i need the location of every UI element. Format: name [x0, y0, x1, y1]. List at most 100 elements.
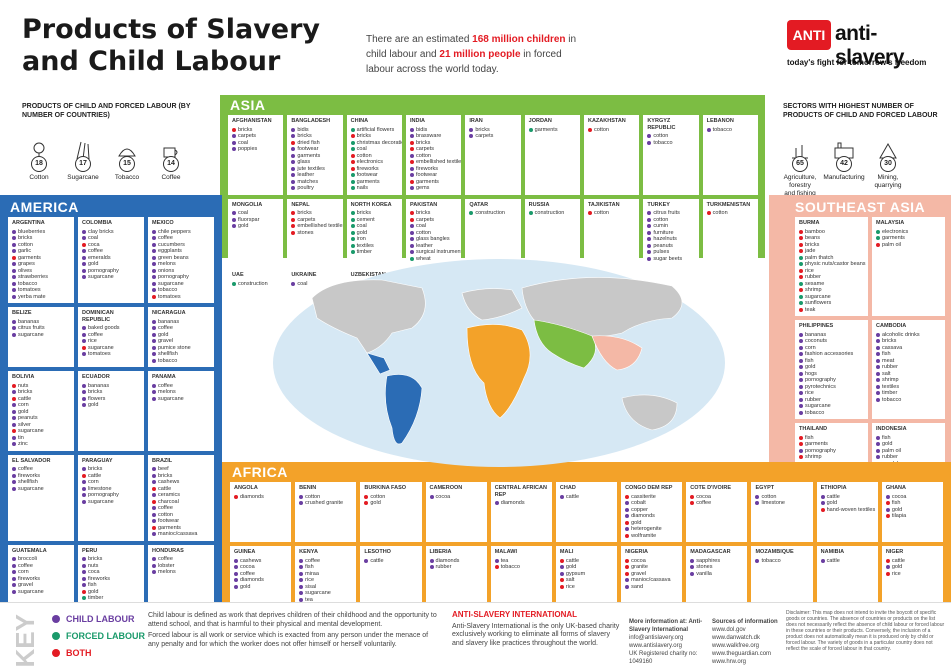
product-label: furniture: [653, 229, 674, 236]
product-item: tea: [494, 558, 548, 565]
product-item: shrimp: [799, 454, 864, 461]
child-labour-dot: [409, 237, 414, 242]
country-name: Malaysia: [876, 220, 905, 226]
child-labour-dot: [647, 211, 652, 216]
child-labour-dot: [799, 397, 803, 402]
child-labour-dot: [12, 326, 16, 331]
more-line-web[interactable]: www.antislavery.org: [629, 643, 682, 649]
product-label: clay bricks: [88, 228, 114, 235]
product-item: coal: [350, 146, 398, 153]
product-label: garments: [882, 235, 905, 241]
country-name: Afghanistan: [232, 118, 272, 124]
product-label: eggplants: [158, 248, 182, 254]
more-line-email[interactable]: info@antislavery.org: [629, 635, 684, 641]
child-labour-dot: [299, 501, 304, 506]
product-label: melons: [158, 569, 176, 575]
country-name: Chad: [559, 485, 576, 491]
country-card: Ethiopia cattle gold hand-woven textiles: [816, 482, 878, 542]
key-forced-labour: FORCED LABOUR: [52, 631, 145, 641]
product-item: yerba mate: [12, 294, 70, 301]
product-item: diamonds: [494, 500, 548, 507]
product-label: carpets: [415, 216, 435, 223]
country-name: Paraguay: [82, 457, 113, 464]
product-item: jade: [799, 248, 864, 255]
intro-text: There are an estimated 168 million child…: [366, 32, 591, 77]
child-labour-dot: [82, 262, 86, 267]
child-labour-dot: [152, 480, 156, 485]
sectors-panel: SECTORS WITH HIGHEST NUMBER OF PRODUCTS …: [783, 102, 943, 198]
product-item: bananas: [152, 319, 210, 326]
country-name: Cote d'Ivoire: [690, 485, 731, 491]
source-link[interactable]: www.walkfree.org: [712, 643, 760, 649]
product-item: cotton: [755, 494, 808, 501]
asia-title: ASIA: [230, 97, 266, 113]
product-item: cashews: [152, 479, 210, 486]
product-label: gold: [370, 500, 381, 506]
product-label: christmas decorations: [356, 139, 402, 146]
product-item: cattle: [559, 494, 613, 501]
more-line-charity: UK Registered charity no: 1049160: [629, 651, 698, 665]
country-card: Bangladesh bidis bricks dried fish footwear g…: [287, 115, 343, 195]
product-label: fireworks: [415, 165, 438, 172]
more-info: More information at: Anti-Slavery Intern…: [629, 618, 709, 666]
source-link[interactable]: www.hrw.org: [712, 659, 747, 665]
both-dot: [291, 211, 296, 216]
product-item: citrus fruits: [12, 325, 70, 332]
both-dot: [625, 494, 630, 499]
product-label: limestone: [88, 485, 112, 492]
country-name: UAE: [232, 272, 244, 278]
child-labour-dot: [625, 527, 630, 532]
product-item: coffee: [82, 248, 140, 255]
product-label: coal: [415, 223, 427, 229]
child-labour-dot: [299, 571, 304, 576]
product-label: footwear: [158, 518, 180, 524]
both-dot: [625, 565, 630, 570]
country-name: Ethiopia: [820, 485, 847, 491]
child-labour-dot: [876, 391, 880, 396]
both-dot: [799, 307, 803, 312]
product-label: coal: [297, 280, 308, 287]
country-card: Tajikistan cotton: [583, 198, 640, 265]
product-label: chile peppers: [158, 228, 191, 235]
both-dot: [82, 345, 86, 350]
product-label: peanuts: [653, 242, 673, 249]
child-labour-dot: [12, 249, 16, 254]
product-item: coca: [82, 569, 140, 576]
product-label: sugarcane: [18, 331, 44, 338]
source-link[interactable]: www.theguardian.com: [712, 651, 772, 657]
product-label: matches: [297, 178, 319, 185]
product-label: wheat: [415, 255, 431, 262]
product-item: cattle: [364, 558, 417, 565]
child-labour-dot: [152, 358, 156, 363]
country-card: Malaysia electronics garments palm oil: [872, 217, 945, 316]
product-item: garments: [12, 255, 70, 262]
product-item: gold: [350, 230, 398, 237]
product-item: cattle: [885, 558, 939, 565]
child-labour-dot: [799, 384, 803, 389]
product-count-item: 15 Tobacco: [110, 140, 144, 182]
country-card: Honduras coffee lobster melons: [148, 544, 214, 605]
sector-count-item: 42 Manufacturing: [823, 140, 865, 198]
source-link[interactable]: www.danwatch.dk: [712, 635, 761, 641]
country-card: Madagascar sapphires stones vanilla: [686, 546, 748, 613]
source-link[interactable]: www.dol.gov: [712, 627, 746, 633]
product-label: gold: [18, 408, 29, 415]
product-label: bamboo: [805, 228, 825, 235]
products-panel-title: PRODUCTS OF CHILD AND FORCED LABOUR (BY …: [22, 103, 191, 119]
child-labour-dot: [876, 435, 880, 440]
product-item: wheat: [409, 255, 457, 263]
product-label: fish: [805, 357, 814, 364]
product-label: cotton: [18, 241, 33, 248]
product-item: eggplants: [152, 248, 210, 255]
country-card: Mexico chile peppers coffee cucumbers eggpla…: [148, 217, 214, 303]
product-item: cotton: [587, 127, 635, 134]
child-labour-dot: [291, 186, 296, 191]
forced-labour-dot: [350, 179, 355, 184]
product-item: pornography: [799, 377, 864, 384]
country-name: Benin: [299, 485, 317, 491]
anti-slavery-logo: ANTI anti-slavery today's fight for tomo…: [787, 20, 937, 80]
product-item: rubber: [799, 397, 864, 404]
product-label: pornography: [805, 377, 836, 383]
country-name: Cameroon: [429, 485, 463, 491]
product-label: cassiterite: [631, 493, 656, 500]
